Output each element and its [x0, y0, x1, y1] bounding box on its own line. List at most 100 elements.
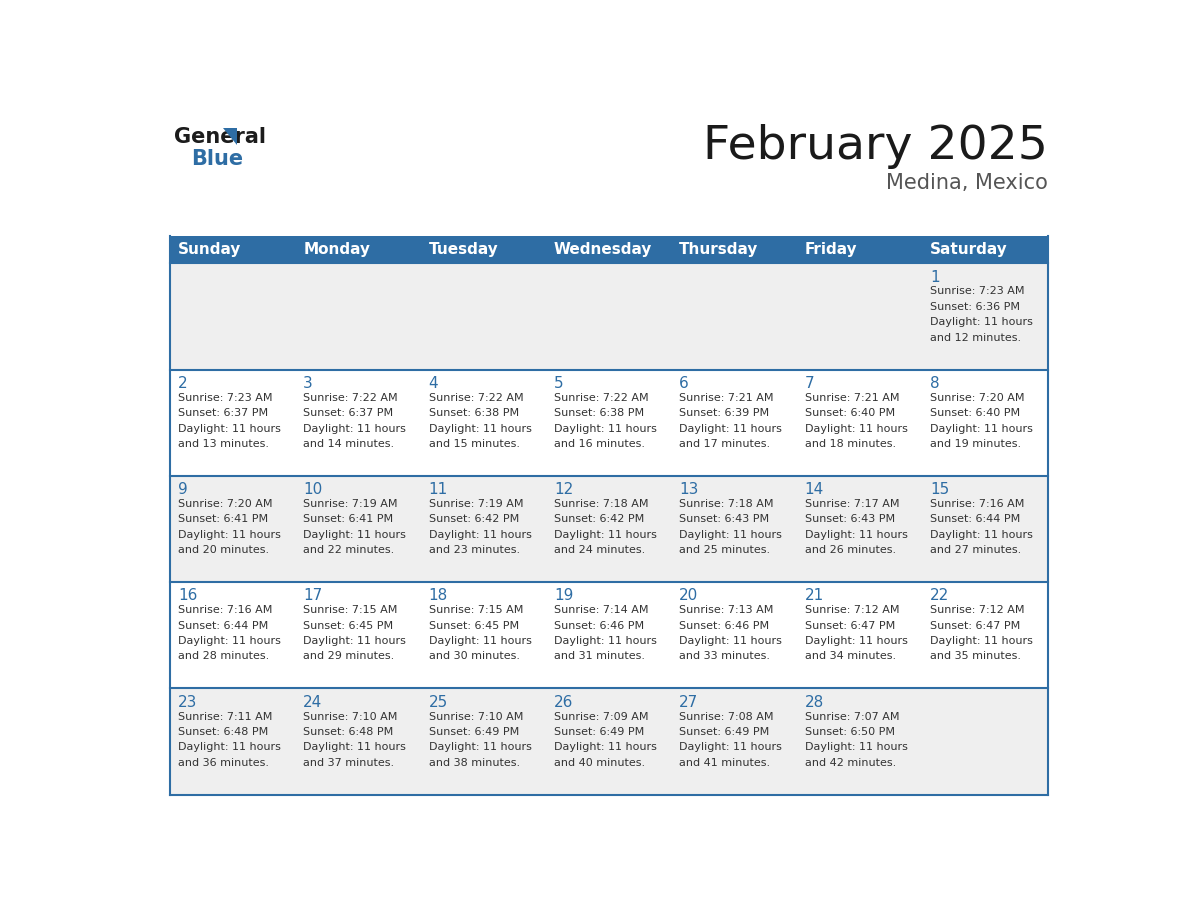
Bar: [170, 263, 1048, 370]
Text: Daylight: 11 hours: Daylight: 11 hours: [178, 530, 280, 540]
Text: Sunset: 6:45 PM: Sunset: 6:45 PM: [429, 621, 519, 631]
Text: and 40 minutes.: and 40 minutes.: [554, 757, 645, 767]
Text: 16: 16: [178, 588, 197, 603]
Text: 17: 17: [303, 588, 322, 603]
Text: Sunset: 6:46 PM: Sunset: 6:46 PM: [554, 621, 644, 631]
Text: Sunrise: 7:22 AM: Sunrise: 7:22 AM: [554, 393, 649, 403]
Text: Sunset: 6:41 PM: Sunset: 6:41 PM: [303, 514, 393, 524]
Text: Blue: Blue: [191, 149, 244, 169]
Text: and 27 minutes.: and 27 minutes.: [930, 545, 1022, 555]
Text: and 28 minutes.: and 28 minutes.: [178, 652, 270, 662]
Text: Sunrise: 7:20 AM: Sunrise: 7:20 AM: [930, 393, 1024, 403]
Text: Daylight: 11 hours: Daylight: 11 hours: [429, 743, 531, 753]
Text: and 38 minutes.: and 38 minutes.: [429, 757, 519, 767]
Text: and 30 minutes.: and 30 minutes.: [429, 652, 519, 662]
Text: 7: 7: [804, 375, 814, 391]
Bar: [170, 582, 1048, 688]
Text: Sunrise: 7:10 AM: Sunrise: 7:10 AM: [303, 711, 398, 722]
Text: Sunset: 6:43 PM: Sunset: 6:43 PM: [804, 514, 895, 524]
Text: and 34 minutes.: and 34 minutes.: [804, 652, 896, 662]
Text: Sunrise: 7:23 AM: Sunrise: 7:23 AM: [930, 286, 1024, 297]
Text: Daylight: 11 hours: Daylight: 11 hours: [804, 423, 908, 433]
Text: Sunrise: 7:14 AM: Sunrise: 7:14 AM: [554, 605, 649, 615]
Text: Sunset: 6:38 PM: Sunset: 6:38 PM: [429, 409, 519, 419]
Text: Sunrise: 7:22 AM: Sunrise: 7:22 AM: [429, 393, 523, 403]
Text: and 16 minutes.: and 16 minutes.: [554, 439, 645, 449]
Text: and 33 minutes.: and 33 minutes.: [680, 652, 770, 662]
Text: Sunset: 6:44 PM: Sunset: 6:44 PM: [178, 621, 268, 631]
Text: Friday: Friday: [804, 242, 858, 257]
Text: Sunrise: 7:07 AM: Sunrise: 7:07 AM: [804, 711, 899, 722]
Text: 6: 6: [680, 375, 689, 391]
Text: Daylight: 11 hours: Daylight: 11 hours: [429, 423, 531, 433]
Text: Sunset: 6:49 PM: Sunset: 6:49 PM: [429, 727, 519, 737]
Text: 19: 19: [554, 588, 574, 603]
Text: Sunrise: 7:18 AM: Sunrise: 7:18 AM: [554, 499, 649, 509]
Text: 4: 4: [429, 375, 438, 391]
Text: 24: 24: [303, 695, 322, 710]
Text: Sunrise: 7:21 AM: Sunrise: 7:21 AM: [680, 393, 773, 403]
Text: Sunset: 6:40 PM: Sunset: 6:40 PM: [804, 409, 895, 419]
Text: Daylight: 11 hours: Daylight: 11 hours: [930, 636, 1032, 646]
Text: and 17 minutes.: and 17 minutes.: [680, 439, 770, 449]
Text: General: General: [175, 127, 266, 147]
Text: 8: 8: [930, 375, 940, 391]
Text: 3: 3: [303, 375, 312, 391]
Text: 25: 25: [429, 695, 448, 710]
Text: Sunset: 6:43 PM: Sunset: 6:43 PM: [680, 514, 770, 524]
Text: and 37 minutes.: and 37 minutes.: [303, 757, 394, 767]
Text: Daylight: 11 hours: Daylight: 11 hours: [303, 636, 406, 646]
Text: and 13 minutes.: and 13 minutes.: [178, 439, 268, 449]
Text: Sunrise: 7:19 AM: Sunrise: 7:19 AM: [429, 499, 523, 509]
Text: Sunrise: 7:23 AM: Sunrise: 7:23 AM: [178, 393, 272, 403]
Text: Daylight: 11 hours: Daylight: 11 hours: [804, 743, 908, 753]
Text: Daylight: 11 hours: Daylight: 11 hours: [178, 636, 280, 646]
Bar: [170, 476, 1048, 582]
Text: Sunset: 6:47 PM: Sunset: 6:47 PM: [804, 621, 895, 631]
Text: 11: 11: [429, 482, 448, 497]
Text: Monday: Monday: [303, 242, 371, 257]
Text: 13: 13: [680, 482, 699, 497]
Text: and 26 minutes.: and 26 minutes.: [804, 545, 896, 555]
Text: 15: 15: [930, 482, 949, 497]
Text: Daylight: 11 hours: Daylight: 11 hours: [680, 743, 782, 753]
Text: Sunset: 6:46 PM: Sunset: 6:46 PM: [680, 621, 770, 631]
Text: Sunrise: 7:16 AM: Sunrise: 7:16 AM: [930, 499, 1024, 509]
Text: Saturday: Saturday: [930, 242, 1007, 257]
Text: 22: 22: [930, 588, 949, 603]
Text: Tuesday: Tuesday: [429, 242, 498, 257]
Bar: [170, 688, 1048, 795]
Text: Sunset: 6:50 PM: Sunset: 6:50 PM: [804, 727, 895, 737]
Text: 9: 9: [178, 482, 188, 497]
Text: 18: 18: [429, 588, 448, 603]
Text: Sunrise: 7:10 AM: Sunrise: 7:10 AM: [429, 711, 523, 722]
Text: and 35 minutes.: and 35 minutes.: [930, 652, 1020, 662]
Text: Sunset: 6:40 PM: Sunset: 6:40 PM: [930, 409, 1020, 419]
Text: Daylight: 11 hours: Daylight: 11 hours: [303, 423, 406, 433]
Text: Thursday: Thursday: [680, 242, 759, 257]
Text: Sunset: 6:37 PM: Sunset: 6:37 PM: [303, 409, 393, 419]
Text: Daylight: 11 hours: Daylight: 11 hours: [554, 636, 657, 646]
Text: Sunset: 6:49 PM: Sunset: 6:49 PM: [680, 727, 770, 737]
Text: Daylight: 11 hours: Daylight: 11 hours: [429, 530, 531, 540]
Text: Sunset: 6:47 PM: Sunset: 6:47 PM: [930, 621, 1020, 631]
Text: 10: 10: [303, 482, 322, 497]
Text: Sunset: 6:44 PM: Sunset: 6:44 PM: [930, 514, 1020, 524]
Text: Medina, Mexico: Medina, Mexico: [885, 174, 1048, 194]
Text: Daylight: 11 hours: Daylight: 11 hours: [303, 530, 406, 540]
Text: and 19 minutes.: and 19 minutes.: [930, 439, 1020, 449]
Text: Sunrise: 7:22 AM: Sunrise: 7:22 AM: [303, 393, 398, 403]
Text: Sunrise: 7:11 AM: Sunrise: 7:11 AM: [178, 711, 272, 722]
Text: Sunset: 6:39 PM: Sunset: 6:39 PM: [680, 409, 770, 419]
Text: Sunset: 6:37 PM: Sunset: 6:37 PM: [178, 409, 268, 419]
Polygon shape: [223, 128, 236, 145]
Text: Daylight: 11 hours: Daylight: 11 hours: [680, 636, 782, 646]
Text: Daylight: 11 hours: Daylight: 11 hours: [680, 423, 782, 433]
Text: 1: 1: [930, 270, 940, 285]
Text: 12: 12: [554, 482, 573, 497]
Text: and 23 minutes.: and 23 minutes.: [429, 545, 519, 555]
Text: Sunset: 6:42 PM: Sunset: 6:42 PM: [429, 514, 519, 524]
Text: Daylight: 11 hours: Daylight: 11 hours: [554, 423, 657, 433]
Text: 27: 27: [680, 695, 699, 710]
Text: Wednesday: Wednesday: [554, 242, 652, 257]
